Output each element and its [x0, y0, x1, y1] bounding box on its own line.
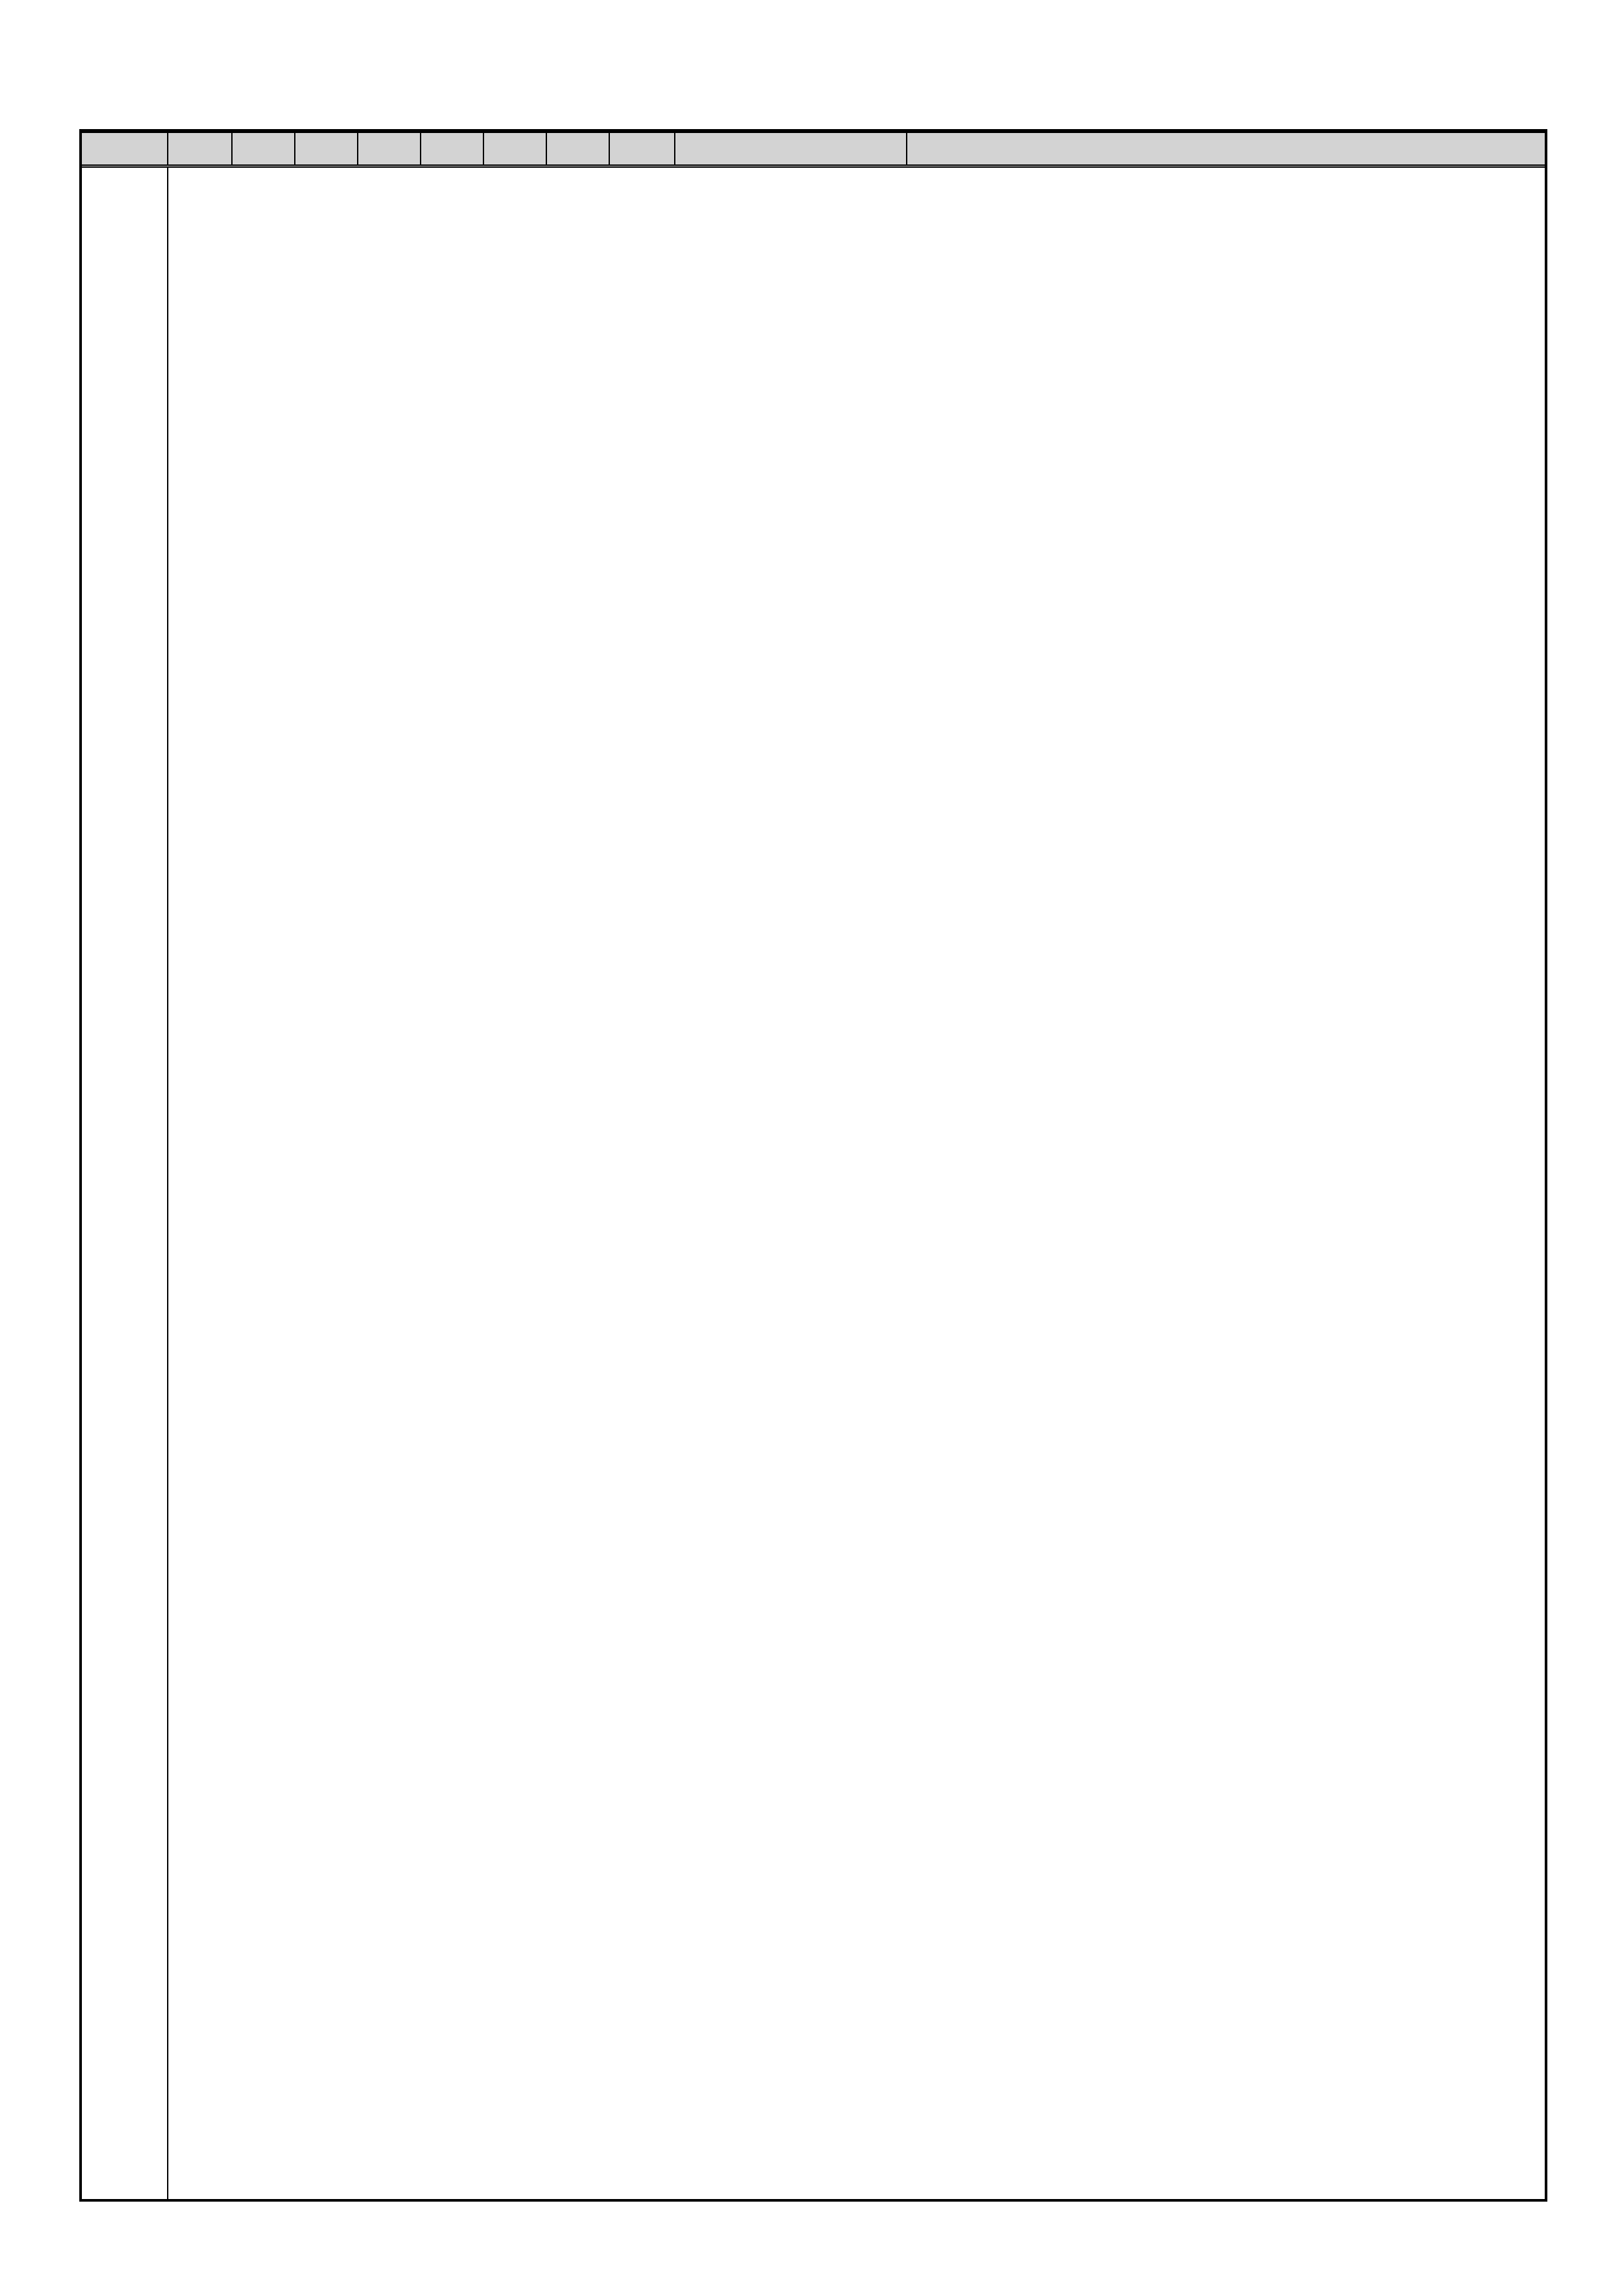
- header-date-column: [675, 133, 907, 164]
- header-day-fri: [547, 133, 610, 164]
- header-day-tue: [358, 133, 421, 164]
- year-label: [82, 168, 168, 2199]
- header-day-wed: [421, 133, 484, 164]
- header-year: [82, 133, 168, 164]
- academic-calendar-table: [79, 129, 1547, 2202]
- months-container: [168, 168, 1545, 2199]
- header-day-sat: [610, 133, 675, 164]
- table-header-row: [82, 133, 1545, 168]
- header-day-mon: [295, 133, 358, 164]
- header-day-sun: [233, 133, 295, 164]
- header-day-thu: [484, 133, 547, 164]
- header-month: [168, 133, 233, 164]
- header-content-column: [907, 133, 1545, 164]
